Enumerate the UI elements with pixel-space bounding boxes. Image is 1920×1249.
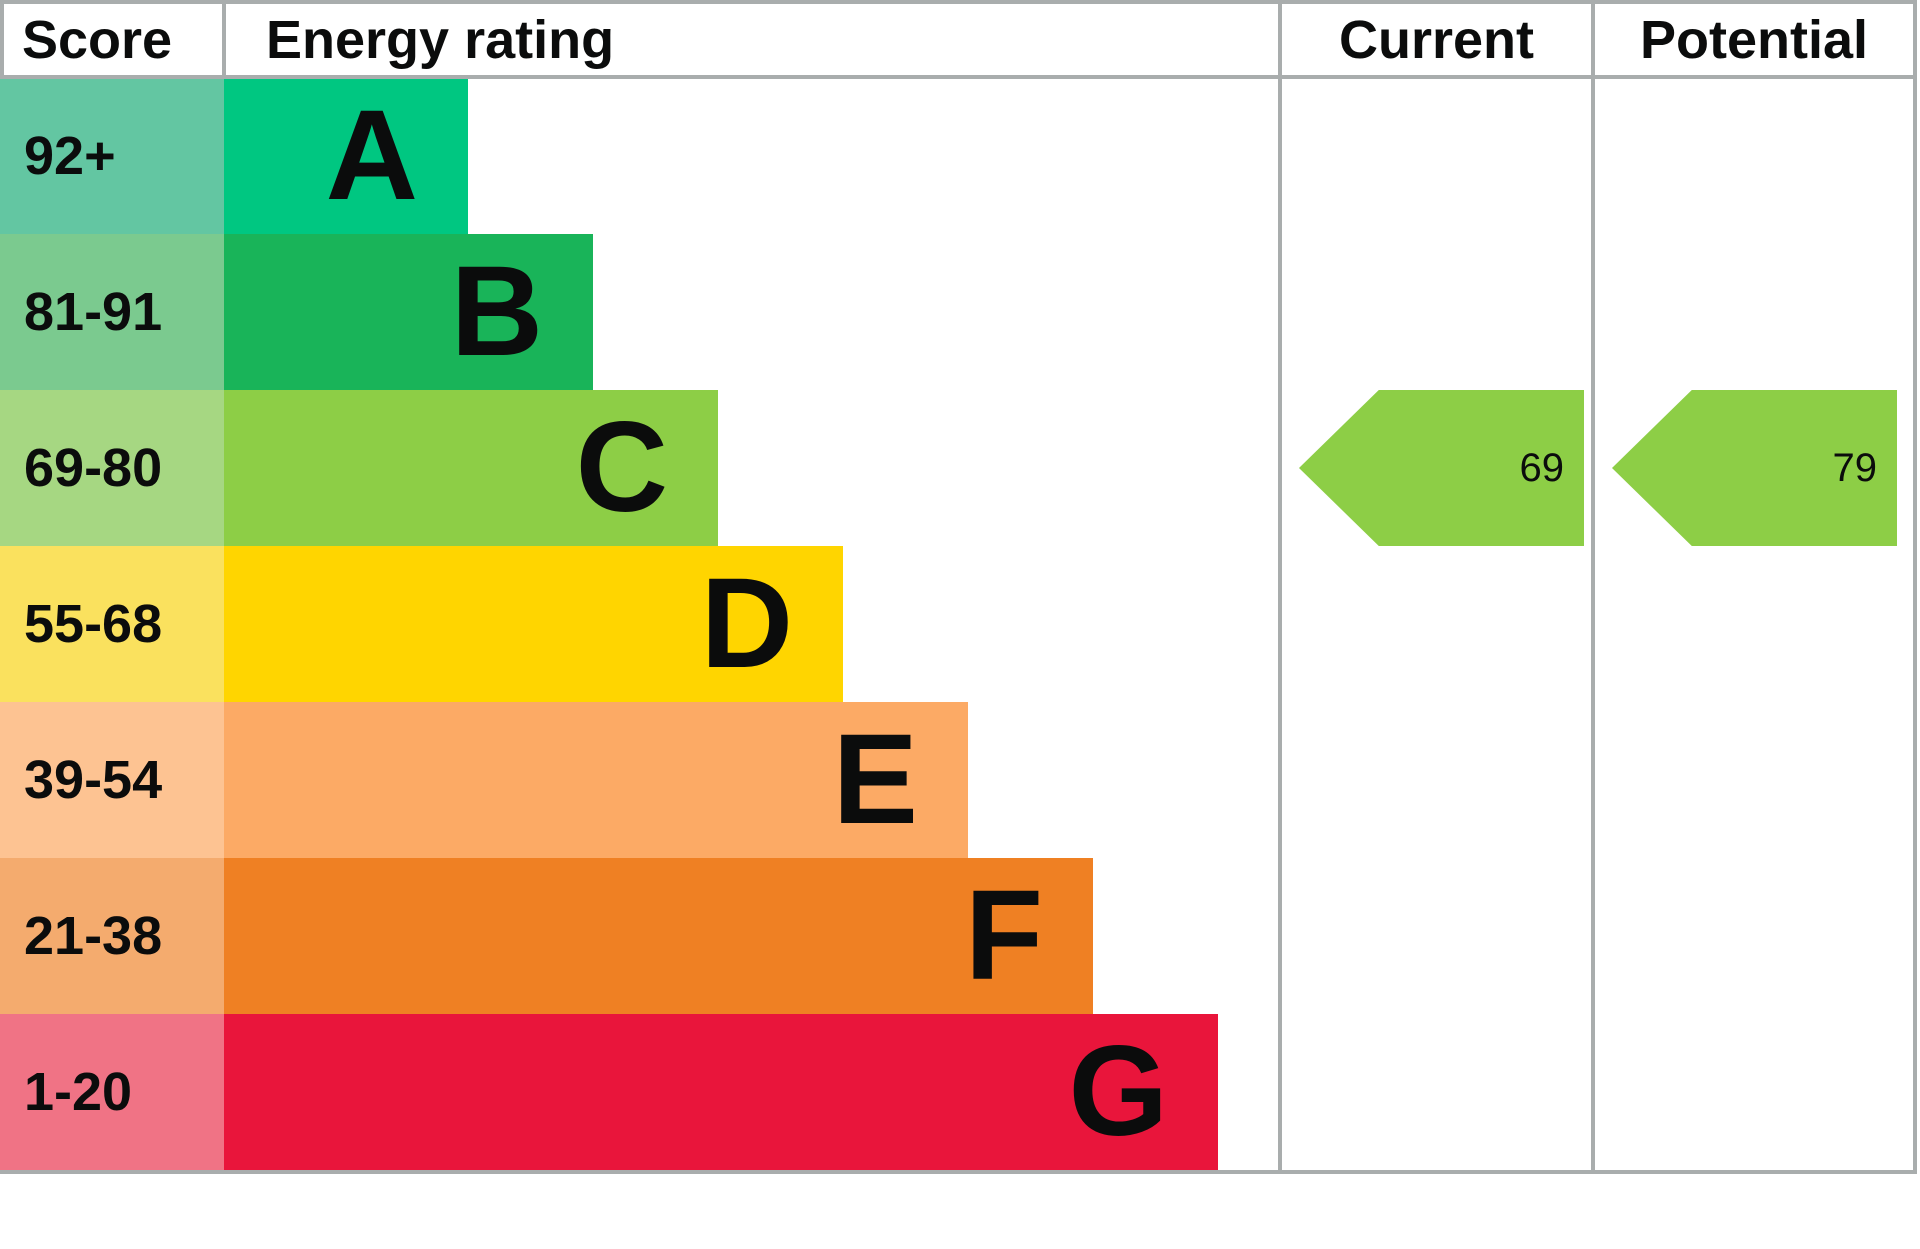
band-letter-b: B bbox=[450, 240, 543, 383]
band-bar-a: A bbox=[224, 78, 468, 234]
header-left-border bbox=[0, 0, 4, 79]
energy-rating-header-label: Energy rating bbox=[266, 9, 615, 70]
current-column-header: Current bbox=[1282, 4, 1591, 75]
score-range-a: 92+ bbox=[0, 78, 224, 234]
band-letter-a: A bbox=[325, 84, 418, 227]
band-letter-c: C bbox=[575, 396, 668, 539]
current-column-divider bbox=[1278, 0, 1282, 1174]
score-column-header: Score bbox=[4, 4, 222, 75]
header-bottom-border bbox=[0, 75, 1917, 79]
potential-column-divider bbox=[1591, 0, 1595, 1174]
score-header-label: Score bbox=[22, 9, 173, 70]
current-rating-value: 69 bbox=[1519, 445, 1565, 490]
score-range-e: 39-54 bbox=[0, 702, 224, 858]
current-header-label: Current bbox=[1338, 9, 1534, 70]
band-row-g: 1-20 G bbox=[0, 1014, 1920, 1170]
table-right-border bbox=[1913, 0, 1917, 1174]
table-top-border bbox=[0, 0, 1917, 4]
score-range-b: 81-91 bbox=[0, 234, 224, 390]
band-bar-b: B bbox=[224, 234, 593, 390]
band-letter-e: E bbox=[832, 708, 918, 851]
band-bar-d: D bbox=[224, 546, 843, 702]
band-bar-f: F bbox=[224, 858, 1093, 1014]
band-row-f: 21-38 F bbox=[0, 858, 1920, 1014]
score-range-g: 1-20 bbox=[0, 1014, 224, 1170]
score-range-d: 55-68 bbox=[0, 546, 224, 702]
band-letter-f: F bbox=[964, 864, 1043, 1007]
band-row-b: 81-91 B bbox=[0, 234, 1920, 390]
band-row-e: 39-54 E bbox=[0, 702, 1920, 858]
band-row-c: 69-80 C bbox=[0, 390, 1920, 546]
band-row-d: 55-68 D bbox=[0, 546, 1920, 702]
potential-header-label: Potential bbox=[1639, 9, 1869, 70]
potential-rating-value: 79 bbox=[1832, 445, 1878, 490]
band-letter-g: G bbox=[1068, 1020, 1168, 1163]
table-bottom-border bbox=[0, 1170, 1917, 1174]
energy-rating-column-header: Energy rating bbox=[226, 4, 1278, 75]
band-row-a: 92+ A bbox=[0, 78, 1920, 234]
score-range-c: 69-80 bbox=[0, 390, 224, 546]
band-bar-g: G bbox=[224, 1014, 1218, 1170]
band-letter-d: D bbox=[700, 552, 793, 695]
band-bar-c: C bbox=[224, 390, 718, 546]
band-bar-e: E bbox=[224, 702, 968, 858]
score-range-f: 21-38 bbox=[0, 858, 224, 1014]
potential-column-header: Potential bbox=[1595, 4, 1913, 75]
score-column-divider bbox=[222, 0, 226, 79]
